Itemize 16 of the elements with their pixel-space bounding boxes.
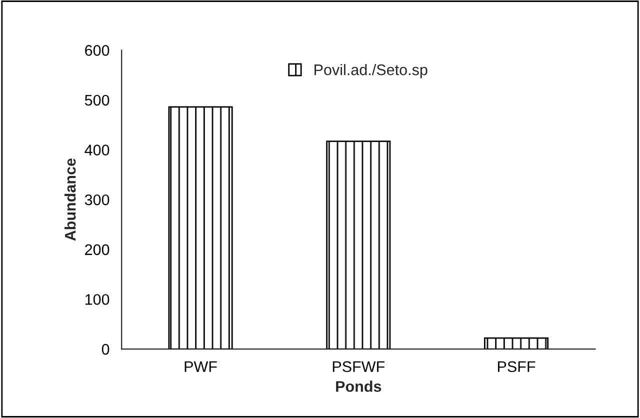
- y-tick-label: 400: [84, 144, 110, 156]
- y-tick-label: 500: [84, 94, 110, 106]
- y-tick-label: 0: [102, 344, 110, 355]
- y-tick-label: 300: [84, 194, 110, 206]
- bar: [326, 140, 391, 350]
- bar: [484, 337, 549, 350]
- y-tick-label: 600: [85, 45, 110, 56]
- x-axis-title: Ponds: [336, 380, 382, 392]
- y-tick-label: 200: [85, 244, 110, 256]
- x-tick-label: PSFWF: [332, 361, 385, 372]
- x-tick-label: PSFF: [498, 361, 536, 372]
- y-axis-title: Abundance: [64, 158, 76, 241]
- bar: [168, 106, 233, 350]
- y-tick-label: 100: [85, 294, 110, 305]
- legend-label: Povil.ad./Seto.sp: [314, 64, 428, 78]
- x-tick-label: PWF: [184, 361, 217, 372]
